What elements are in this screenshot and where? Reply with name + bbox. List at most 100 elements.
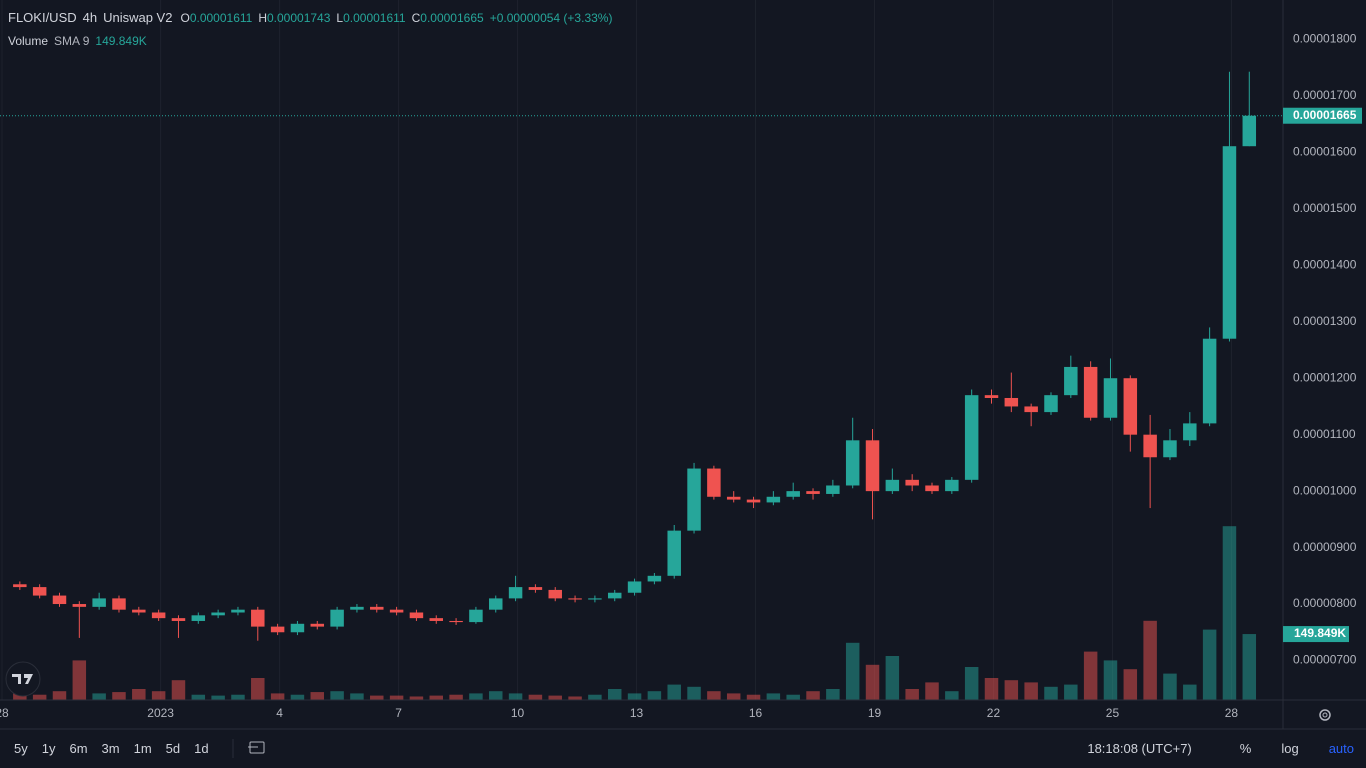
settings-icon[interactable] — [1319, 709, 1331, 721]
candle-body — [350, 606, 364, 610]
range-button[interactable]: 1m — [133, 741, 152, 756]
volume-bar — [310, 692, 325, 700]
candle-body — [865, 440, 880, 492]
volume-bar — [826, 689, 840, 700]
volume-bar — [627, 693, 642, 700]
log-toggle[interactable]: log — [1281, 741, 1299, 756]
volume-bar — [885, 656, 900, 700]
candle-body — [191, 615, 206, 621]
candle-body — [409, 612, 424, 619]
volume-bar — [1202, 629, 1217, 700]
volume-bar — [806, 691, 820, 700]
volume-bar — [508, 693, 523, 700]
volume-bar — [409, 696, 424, 700]
low-label: L — [336, 10, 344, 25]
range-button[interactable]: 5y — [14, 741, 28, 756]
price-tick-label: 0.00001800 — [1293, 32, 1357, 46]
range-button[interactable]: 6m — [69, 741, 88, 756]
volume-title: Volume — [8, 34, 49, 48]
volume-bar — [607, 689, 622, 700]
volume-bar — [429, 695, 444, 700]
candle-body — [746, 499, 761, 503]
volume-bar — [647, 691, 662, 700]
volume-bar — [151, 691, 166, 700]
candle-body — [568, 598, 582, 600]
time-tick-label: 2023 — [147, 706, 174, 720]
volume-bar — [132, 689, 146, 700]
auto-toggle[interactable]: auto — [1328, 741, 1354, 756]
candle-body — [112, 598, 126, 610]
volume-bar — [1064, 684, 1078, 700]
candle-body — [984, 395, 999, 398]
candle-body — [1202, 338, 1217, 424]
candle-body — [1004, 397, 1019, 407]
candle-body — [429, 618, 444, 621]
candle-body — [370, 606, 384, 610]
candle-body — [171, 618, 186, 621]
ohlc: O 0.00001611 H 0.00001743 L 0.00001611 C 0.0… — [178, 10, 612, 25]
range-button[interactable]: 5d — [165, 741, 181, 756]
volume-bar — [489, 691, 503, 700]
last-price-tag — [1283, 107, 1362, 124]
candle-body — [251, 609, 265, 627]
volume-bar — [13, 693, 27, 700]
high-label: H — [258, 10, 267, 25]
candle-body — [1024, 406, 1038, 413]
range-button[interactable]: 3m — [101, 741, 120, 756]
candle-body — [885, 479, 900, 492]
price-tick-label: 0.00001600 — [1293, 145, 1357, 159]
range-button[interactable]: 1d — [194, 741, 209, 756]
volume-bar — [1044, 686, 1058, 700]
candle-body — [528, 587, 543, 590]
volume-bar — [1183, 684, 1197, 700]
symbol-legend: FLOKI/USD 4h Uniswap V2 O 0.00001611 H 0.0… — [8, 10, 612, 25]
candle-body — [627, 581, 642, 593]
candle-body — [13, 584, 27, 588]
gear-hub — [1322, 712, 1328, 718]
volume-bar — [865, 664, 880, 700]
volume-bar — [370, 695, 384, 700]
time-tick-label: 16 — [749, 706, 763, 720]
symbol[interactable]: FLOKI/USD — [8, 10, 77, 25]
volume-tag — [1283, 626, 1349, 643]
candle-body — [607, 592, 622, 599]
candle-body — [211, 612, 225, 616]
candle-body — [1083, 366, 1098, 418]
volume-bar — [290, 694, 305, 700]
tv-logo — [5, 661, 41, 697]
volume-bar — [171, 680, 186, 700]
price-tick-label: 0.00001100 — [1293, 427, 1356, 441]
open-label: O — [180, 10, 190, 25]
candle-body — [1123, 378, 1138, 435]
volume-bar — [707, 691, 721, 700]
gear[interactable] — [1319, 709, 1331, 721]
volume-bar — [964, 667, 979, 700]
candle-body — [687, 468, 701, 531]
clock[interactable]: 18:18:08 (UTC+7) — [1087, 741, 1192, 756]
volume-bar — [905, 689, 919, 700]
volume-bar — [350, 693, 364, 700]
range-button[interactable]: 1y — [41, 741, 56, 756]
replay-icon[interactable] — [248, 741, 265, 754]
volume-bar — [687, 686, 701, 700]
time-tick-label: 7 — [395, 706, 402, 720]
candle-body — [1143, 434, 1157, 458]
volume-bar — [984, 678, 999, 700]
candle-body — [290, 623, 305, 633]
candle-body — [330, 609, 344, 627]
volume-bar — [786, 694, 800, 700]
logo-mark — [12, 674, 33, 684]
candle-body — [1183, 423, 1197, 441]
candle-body — [707, 468, 721, 497]
candle-body — [231, 609, 245, 613]
candle-body — [469, 609, 483, 623]
percent-toggle[interactable]: % — [1239, 741, 1252, 756]
volume-bar — [1143, 620, 1157, 700]
interval: 4h — [82, 10, 98, 25]
volume-bar — [528, 694, 543, 700]
volume-sma: SMA 9 — [54, 34, 90, 48]
volume-bar — [845, 642, 860, 700]
candle-body — [964, 395, 979, 480]
price-tick-label: 0.00001500 — [1293, 201, 1357, 215]
